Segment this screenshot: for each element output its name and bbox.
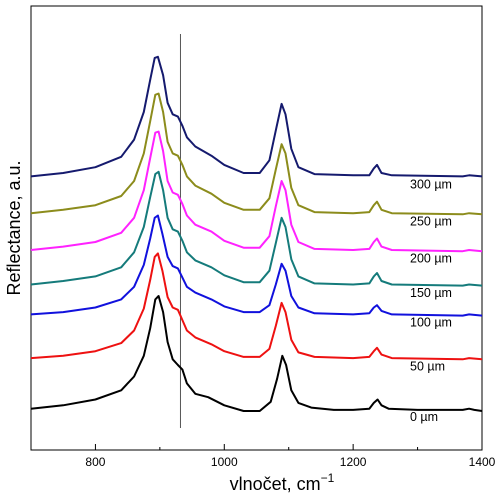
- x-tick-label-1200: 1200: [340, 455, 367, 469]
- x-tick-label-800: 800: [85, 455, 105, 469]
- x-axis-title: vlnočet, cm−1: [230, 471, 335, 494]
- series-label-0: 0 µm: [410, 410, 438, 424]
- x-tick-label-1400: 1400: [469, 455, 496, 469]
- series-label-4: 200 µm: [410, 251, 452, 265]
- series-label-3: 150 µm: [410, 286, 452, 300]
- series-label-6: 300 µm: [410, 178, 452, 192]
- y-axis-title: Reflectance, a.u.: [4, 160, 24, 295]
- series-line-4: [30, 130, 483, 253]
- series-line-1: [30, 252, 483, 361]
- series-label-1: 50 µm: [410, 359, 445, 373]
- series-label-5: 250 µm: [410, 215, 452, 229]
- x-axis-title-unit-exponent: −1: [321, 471, 335, 485]
- series-group: [30, 55, 483, 412]
- x-axis-ticks: 800 1000 1200 1400: [30, 444, 496, 469]
- plot-frame: [30, 5, 483, 451]
- x-axis-title-main: vlnočet, cm: [230, 474, 321, 494]
- series-line-5: [30, 92, 483, 216]
- series-line-0: [30, 295, 483, 412]
- series-line-2: [30, 214, 483, 317]
- series-line-3: [30, 170, 483, 287]
- x-tick-label-1000: 1000: [211, 455, 238, 469]
- series-line-6: [30, 55, 483, 178]
- series-labels: 0 µm 50 µm 100 µm 150 µm 200 µm 250 µm 300 µm: [410, 178, 452, 424]
- series-label-2: 100 µm: [410, 316, 452, 330]
